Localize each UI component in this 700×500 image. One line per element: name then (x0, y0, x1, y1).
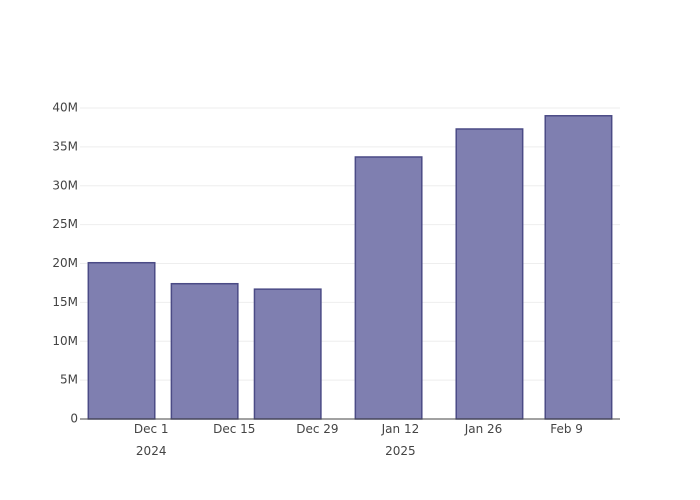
y-tick-label: 35M (52, 139, 78, 153)
x-tick-label-line: Dec 1 (134, 422, 169, 436)
y-tick-label: 40M (52, 101, 78, 115)
x-tick-label: Dec 1 2024 (134, 422, 169, 458)
bar (455, 128, 524, 420)
x-tick-label: Dec 15 (213, 422, 255, 436)
bar (170, 282, 239, 420)
x-tick-label-line: Jan 26 (464, 422, 503, 436)
x-tick-label-line: Feb 9 (550, 422, 583, 436)
x-tick-label: Jan 12 2025 (381, 422, 420, 458)
x-tick-label: Jan 26 (464, 422, 503, 436)
y-tick-label: 10M (52, 334, 78, 348)
y-tick-label: 20M (52, 256, 78, 270)
bar (253, 288, 322, 420)
y-tick-label: 30M (52, 178, 78, 192)
bar (354, 156, 423, 420)
bar (87, 261, 156, 420)
x-tick-label: Feb 9 (550, 422, 583, 436)
y-tick-label: 0 (70, 412, 78, 426)
x-tick-label: Dec 29 (296, 422, 338, 436)
y-tick-label: 5M (60, 373, 78, 387)
y-tick-label: 15M (52, 295, 78, 309)
x-tick-label-line: Dec 29 (296, 422, 338, 436)
bar (544, 115, 613, 420)
x-tick-label-line: 2025 (385, 444, 416, 458)
x-tick-label-line: Jan 12 (381, 422, 420, 436)
y-tick-label: 25M (52, 217, 78, 231)
x-tick-label-line: Dec 15 (213, 422, 255, 436)
x-tick-label-line: 2024 (136, 444, 167, 458)
